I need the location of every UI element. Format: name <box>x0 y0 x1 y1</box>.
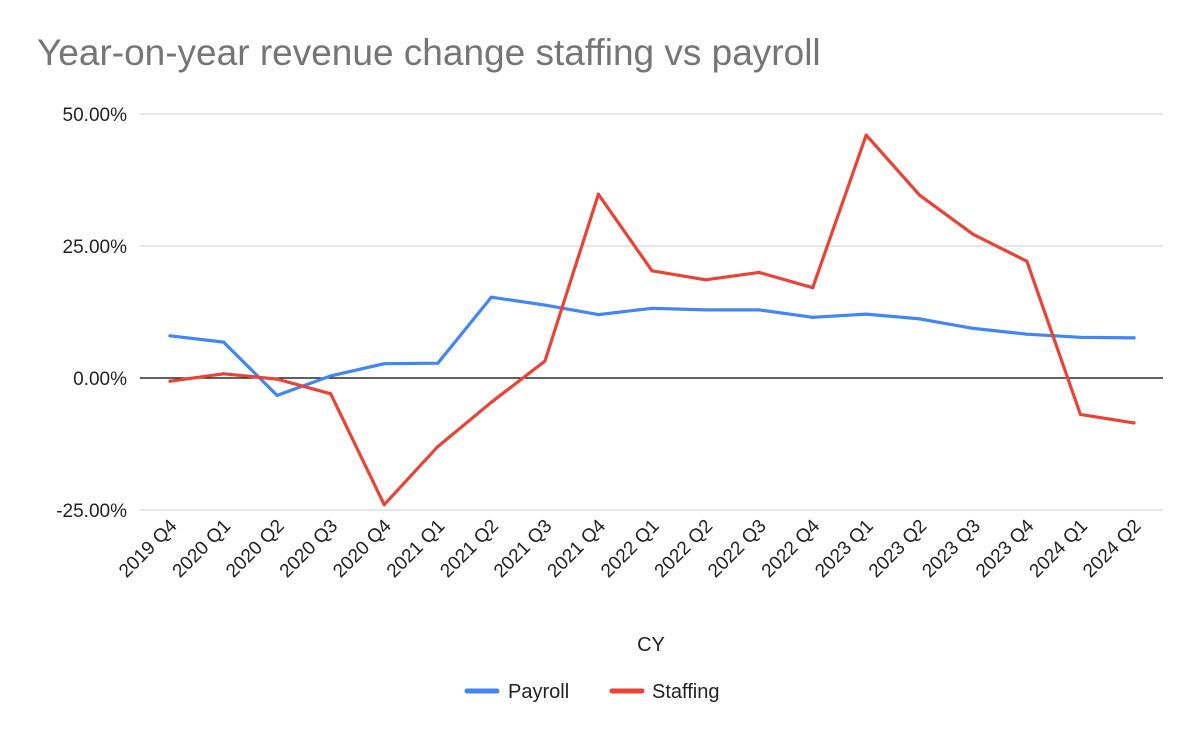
x-tick-label: 2023 Q3 <box>918 516 984 582</box>
x-tick-label: 2023 Q1 <box>811 516 877 582</box>
series-line-payroll <box>168 295 1136 397</box>
data-point-payroll <box>864 312 868 316</box>
x-tick-label: 2020 Q3 <box>276 516 342 582</box>
data-point-staffing <box>703 278 708 282</box>
data-point-payroll <box>1132 336 1136 340</box>
data-point-payroll <box>811 315 815 319</box>
x-tick-label: 2021 Q3 <box>490 516 556 582</box>
data-point-payroll <box>703 308 708 312</box>
x-tick-label: 2022 Q4 <box>758 515 825 582</box>
x-tick-label: 2022 Q1 <box>597 516 663 582</box>
data-point-payroll <box>382 362 386 366</box>
series-line-staffing <box>168 133 1136 507</box>
data-point-staffing <box>918 193 922 197</box>
data-point-staffing <box>811 286 815 290</box>
data-point-payroll <box>596 313 601 317</box>
x-axis-title: CY <box>637 634 665 656</box>
x-tick-label: 2020 Q4 <box>329 515 396 582</box>
data-point-staffing <box>329 392 333 396</box>
data-point-staffing <box>650 269 654 273</box>
x-tick-label: 2020 Q1 <box>169 516 235 582</box>
y-tick-label: -25.00% <box>56 501 127 522</box>
data-point-payroll <box>971 326 975 330</box>
x-tick-label: 2023 Q4 <box>972 515 1039 582</box>
legend-label-staffing: Staffing <box>652 681 719 703</box>
chart-title: Year-on-year revenue change staffing vs … <box>37 32 821 73</box>
data-point-staffing <box>864 133 868 137</box>
data-point-payroll <box>650 306 654 310</box>
x-tick-label: 2024 Q1 <box>1026 516 1092 582</box>
data-point-staffing <box>275 377 279 381</box>
data-point-payroll <box>543 303 547 307</box>
data-point-staffing <box>436 445 440 449</box>
data-point-staffing <box>489 400 493 404</box>
y-tick-label: 50.00% <box>63 105 128 126</box>
x-tick-label: 2021 Q2 <box>436 516 502 582</box>
y-tick-label: 25.00% <box>63 237 128 258</box>
x-tick-label: 2023 Q2 <box>865 516 931 582</box>
data-point-staffing <box>1132 421 1136 425</box>
data-point-payroll <box>168 334 172 338</box>
data-point-payroll <box>918 317 922 321</box>
data-point-payroll <box>489 295 493 299</box>
data-point-payroll <box>436 361 440 365</box>
legend-label-payroll: Payroll <box>508 681 569 703</box>
x-tick-label: 2024 Q2 <box>1079 516 1145 582</box>
x-tick-label: 2022 Q2 <box>651 516 717 582</box>
data-point-staffing <box>1025 259 1029 263</box>
data-point-staffing <box>596 192 601 196</box>
data-point-staffing <box>543 359 547 363</box>
data-point-staffing <box>382 503 386 507</box>
x-tick-label: 2020 Q2 <box>222 516 288 582</box>
y-tick-label: 0.00% <box>73 369 127 390</box>
data-point-staffing <box>757 270 761 274</box>
data-point-payroll <box>757 308 761 312</box>
data-point-payroll <box>275 393 279 398</box>
data-point-staffing <box>168 379 172 383</box>
data-point-payroll <box>329 374 333 378</box>
data-point-payroll <box>1078 335 1083 339</box>
x-tick-label: 2022 Q3 <box>704 516 770 582</box>
data-point-payroll <box>221 340 226 344</box>
data-point-staffing <box>971 232 975 236</box>
data-point-staffing <box>1078 412 1083 417</box>
x-tick-label: 2021 Q4 <box>544 515 611 582</box>
data-point-staffing <box>221 372 226 376</box>
x-tick-label: 2019 Q4 <box>115 515 182 582</box>
data-point-payroll <box>1025 332 1029 336</box>
x-tick-label: 2021 Q1 <box>383 516 449 582</box>
